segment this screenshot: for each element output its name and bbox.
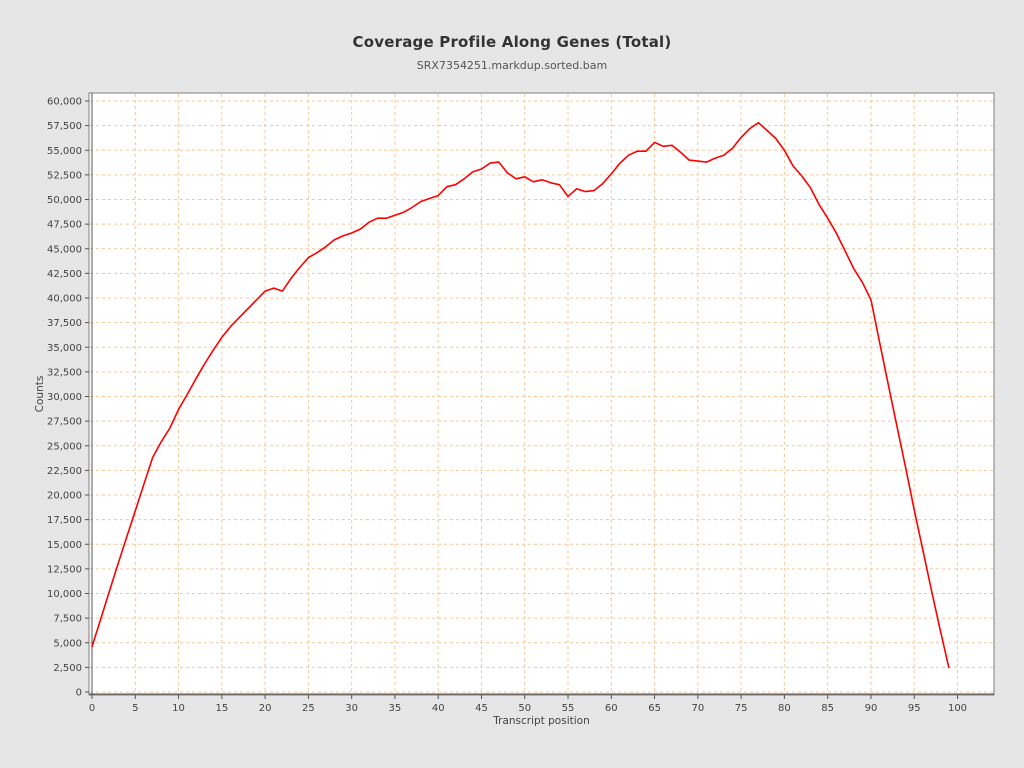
y-tick-label: 45,000 (47, 244, 82, 255)
y-tick-label: 55,000 (47, 146, 82, 157)
x-tick-label: 5 (132, 703, 138, 714)
x-tick-label: 80 (778, 703, 791, 714)
x-tick-label: 40 (432, 703, 445, 714)
y-tick-label: 22,500 (47, 466, 82, 477)
x-tick-label: 95 (908, 703, 921, 714)
x-tick-label: 85 (821, 703, 834, 714)
y-tick-label: 47,500 (47, 220, 82, 231)
y-tick-label: 25,000 (47, 441, 82, 452)
chart-title: Coverage Profile Along Genes (Total) (352, 33, 672, 51)
x-tick-label: 45 (475, 703, 488, 714)
y-tick-label: 15,000 (47, 540, 82, 551)
x-tick-label: 65 (648, 703, 661, 714)
y-tick-label: 10,000 (47, 589, 82, 600)
y-tick-label: 42,500 (47, 269, 82, 280)
y-tick-label: 57,500 (47, 121, 82, 132)
y-tick-label: 2,500 (53, 663, 82, 674)
x-tick-label: 70 (691, 703, 704, 714)
plot-border (88, 92, 995, 696)
x-tick-label: 50 (518, 703, 531, 714)
x-tick-label: 90 (865, 703, 878, 714)
y-tick-label: 52,500 (47, 170, 82, 181)
chart-subtitle: SRX7354251.markdup.sorted.bam (416, 59, 608, 72)
y-tick-label: 27,500 (47, 417, 82, 428)
x-tick-label: 15 (215, 703, 228, 714)
x-tick-label: 55 (562, 703, 575, 714)
y-tick-label: 20,000 (47, 491, 82, 502)
x-tick-label: 30 (345, 703, 358, 714)
y-tick-label: 12,500 (47, 564, 82, 575)
x-tick-label: 35 (389, 703, 402, 714)
y-tick-label: 35,000 (47, 343, 82, 354)
y-tick-label: 7,500 (53, 614, 82, 625)
y-tick-label: 37,500 (47, 318, 82, 329)
x-tick-label: 60 (605, 703, 618, 714)
x-tick-label: 0 (89, 703, 95, 714)
y-tick-label: 50,000 (47, 195, 82, 206)
x-tick-label: 75 (735, 703, 748, 714)
y-tick-label: 0 (76, 688, 82, 699)
x-tick-label: 10 (172, 703, 185, 714)
y-axis-title: Counts (34, 376, 46, 413)
y-tick-label: 17,500 (47, 515, 82, 526)
y-tick-label: 30,000 (47, 392, 82, 403)
plot-background (89, 93, 994, 695)
x-tick-label: 20 (259, 703, 272, 714)
x-tick-label: 25 (302, 703, 315, 714)
y-tick-label: 5,000 (53, 638, 82, 649)
y-tick-label: 60,000 (47, 97, 82, 108)
coverage-series-line (91, 121, 950, 669)
y-tick-label: 32,500 (47, 367, 82, 378)
y-tick-label: 40,000 (47, 294, 82, 305)
x-tick-label: 100 (948, 703, 967, 714)
x-axis-title: Transcript position (492, 715, 589, 727)
